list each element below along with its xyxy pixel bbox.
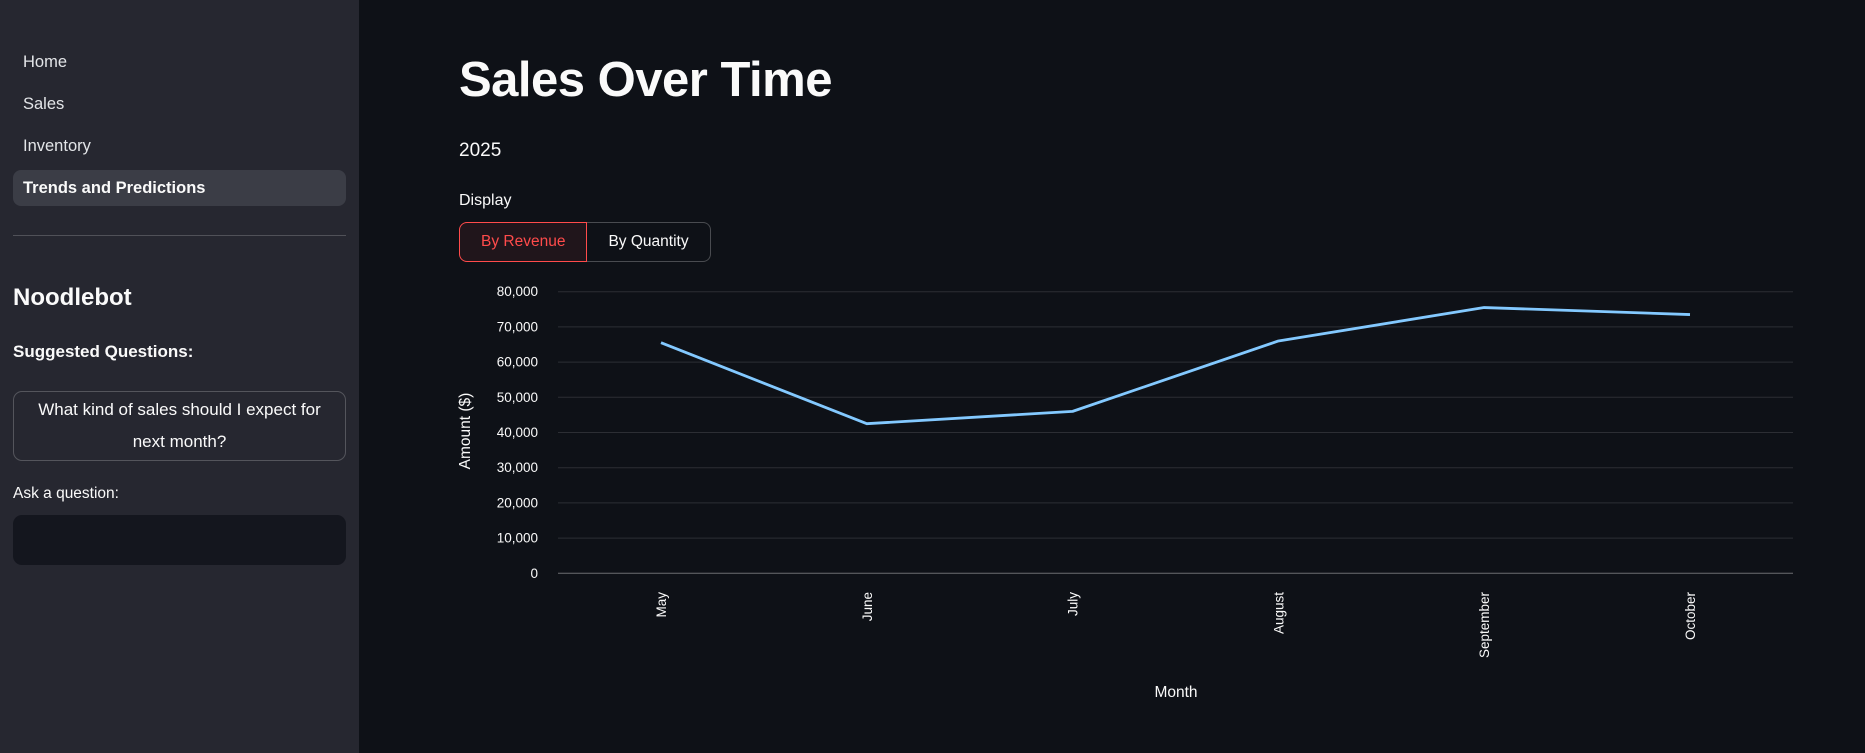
svg-text:50,000: 50,000 <box>497 390 538 405</box>
svg-text:September: September <box>1477 592 1492 659</box>
svg-text:20,000: 20,000 <box>497 495 538 510</box>
page-title: Sales Over Time <box>459 53 832 107</box>
main-content: Sales Over Time 2025 Display By Revenue … <box>359 0 1865 753</box>
bot-title: Noodlebot <box>13 284 132 311</box>
svg-text:80,000: 80,000 <box>497 284 538 299</box>
sidebar-item-home[interactable]: Home <box>23 53 68 71</box>
y-axis-tick-labels: 0 10,000 20,000 30,000 40,000 50,000 60,000 70,… <box>497 284 538 581</box>
svg-text:40,000: 40,000 <box>497 425 538 440</box>
y-axis-title: Amount ($) <box>457 393 474 470</box>
sidebar-item-sales[interactable]: Sales <box>23 95 65 113</box>
svg-text:30,000: 30,000 <box>497 460 538 475</box>
display-toggle-group: By Revenue By Quantity <box>459 222 711 262</box>
page-subtitle-year: 2025 <box>459 140 502 161</box>
x-axis-title: Month <box>1154 684 1197 701</box>
svg-text:May: May <box>654 592 669 618</box>
svg-text:70,000: 70,000 <box>497 319 538 334</box>
sidebar: Home Sales Inventory Trends and Predicti… <box>0 0 359 753</box>
suggested-question-button[interactable]: What kind of sales should I expect for n… <box>13 391 346 461</box>
sidebar-divider <box>13 235 346 236</box>
chart-gridlines <box>558 291 1793 574</box>
svg-text:June: June <box>860 592 875 621</box>
by-quantity-button[interactable]: By Quantity <box>587 222 711 262</box>
question-input[interactable] <box>13 515 346 565</box>
suggested-questions-heading: Suggested Questions: <box>13 342 194 361</box>
sidebar-nav: Home Sales Inventory Trends and Predicti… <box>13 44 346 206</box>
svg-text:October: October <box>1683 592 1698 641</box>
by-revenue-button[interactable]: By Revenue <box>459 222 588 262</box>
svg-text:August: August <box>1271 592 1286 634</box>
revenue-line <box>660 306 1691 426</box>
display-label: Display <box>459 192 512 209</box>
svg-text:July: July <box>1066 592 1081 616</box>
svg-text:10,000: 10,000 <box>497 531 538 546</box>
svg-text:60,000: 60,000 <box>497 355 538 370</box>
sidebar-item-trends-and-predictions[interactable]: Trends and Predictions <box>13 170 346 206</box>
ask-question-label: Ask a question: <box>13 485 119 502</box>
sales-chart: 0 10,000 20,000 30,000 40,000 50,000 60,000 70,… <box>457 284 1793 701</box>
svg-text:0: 0 <box>530 566 538 581</box>
sidebar-item-inventory[interactable]: Inventory <box>23 137 91 155</box>
x-axis-tick-labels: May June July August September October <box>654 592 1698 659</box>
